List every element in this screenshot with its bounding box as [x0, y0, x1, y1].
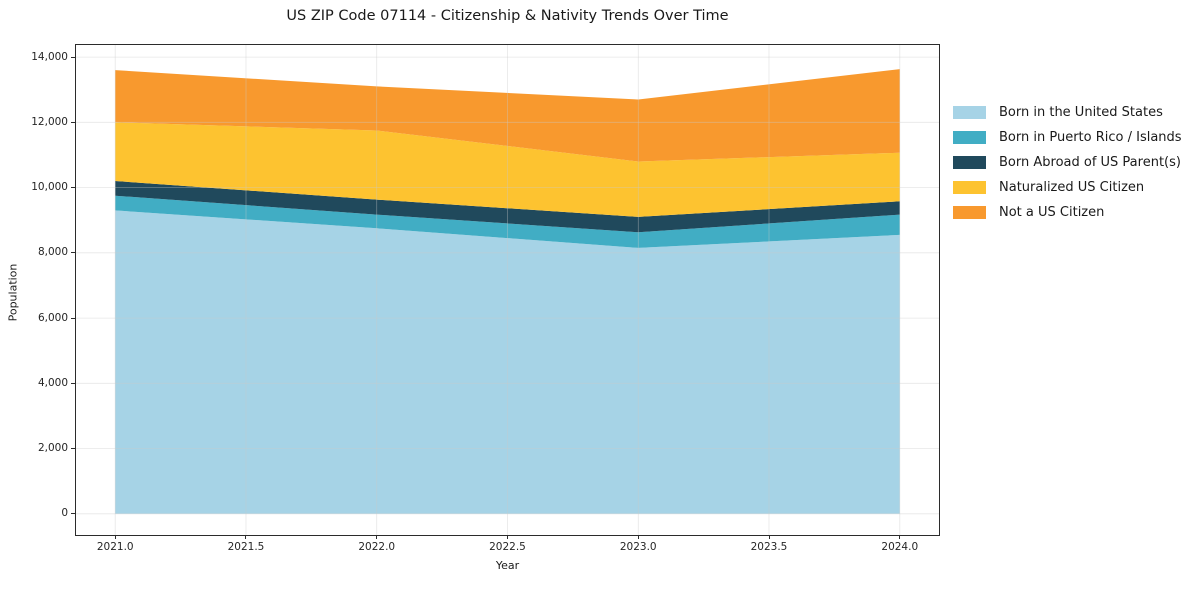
legend-label: Naturalized US Citizen	[999, 180, 1145, 195]
legend-swatch	[953, 106, 986, 119]
x-axis-label: Year	[495, 559, 520, 572]
stacked-area-chart	[76, 45, 939, 535]
y-tick-label: 2,000	[37, 442, 68, 455]
legend-item: Not a US Citizen	[953, 200, 1182, 225]
legend-item: Born Abroad of US Parent(s)	[953, 150, 1182, 175]
y-tick-mark	[71, 187, 75, 189]
y-tick-mark	[71, 317, 75, 319]
y-tick-mark	[71, 121, 75, 123]
y-tick-mark	[71, 448, 75, 450]
x-tick-label: 2021.0	[96, 541, 134, 553]
area-band-1	[115, 210, 900, 514]
x-tick-label: 2024.0	[881, 541, 919, 553]
legend-label: Born Abroad of US Parent(s)	[999, 155, 1181, 170]
legend-label: Not a US Citizen	[999, 205, 1105, 220]
y-axis-label: Population	[6, 263, 20, 322]
x-tick-mark	[507, 535, 508, 539]
y-tick-label: 14,000	[31, 50, 68, 63]
x-tick-mark	[114, 535, 116, 539]
y-tick-label: 4,000	[37, 376, 68, 389]
x-tick-mark	[637, 535, 639, 539]
x-tick-label: 2021.5	[227, 541, 265, 553]
legend-swatch	[953, 206, 986, 219]
y-tick-label: 8,000	[37, 246, 68, 259]
area-band-5	[115, 69, 900, 162]
y-tick-mark	[71, 252, 75, 254]
x-tick-label: 2022.5	[489, 541, 526, 553]
area-band-2	[115, 195, 900, 248]
y-tick-label: 0	[61, 507, 68, 520]
x-tick-mark	[376, 535, 378, 539]
legend-swatch	[953, 181, 986, 194]
legend-item: Born in the United States	[953, 100, 1182, 125]
y-tick-mark	[71, 513, 75, 515]
x-tick-label: 2022.0	[358, 541, 396, 553]
x-tick-mark	[245, 535, 247, 539]
y-tick-label: 12,000	[31, 115, 68, 128]
y-tick-mark	[71, 382, 75, 384]
x-tick-mark	[899, 535, 901, 539]
y-tick-label: 10,000	[31, 181, 68, 194]
legend-swatch	[953, 131, 986, 144]
x-tick-label: 2023.5	[750, 541, 788, 553]
area-band-3	[115, 181, 900, 233]
legend-item: Born in Puerto Rico / Islands	[953, 125, 1182, 150]
chart-title: US ZIP Code 07114 - Citizenship & Nativi…	[286, 8, 729, 24]
legend-label: Born in Puerto Rico / Islands	[999, 130, 1182, 145]
legend: Born in the United States Born in Puerto …	[953, 100, 1182, 225]
y-tick-mark	[71, 56, 75, 58]
x-tick-mark	[768, 535, 770, 539]
x-tick-label: 2023.0	[619, 541, 657, 553]
y-tick-label: 6,000	[37, 311, 68, 324]
area-band-4	[115, 122, 900, 217]
legend-label: Born in the United States	[999, 105, 1163, 120]
legend-swatch	[953, 156, 986, 169]
legend-item: Naturalized US Citizen	[953, 175, 1182, 200]
plot-area	[75, 44, 940, 536]
